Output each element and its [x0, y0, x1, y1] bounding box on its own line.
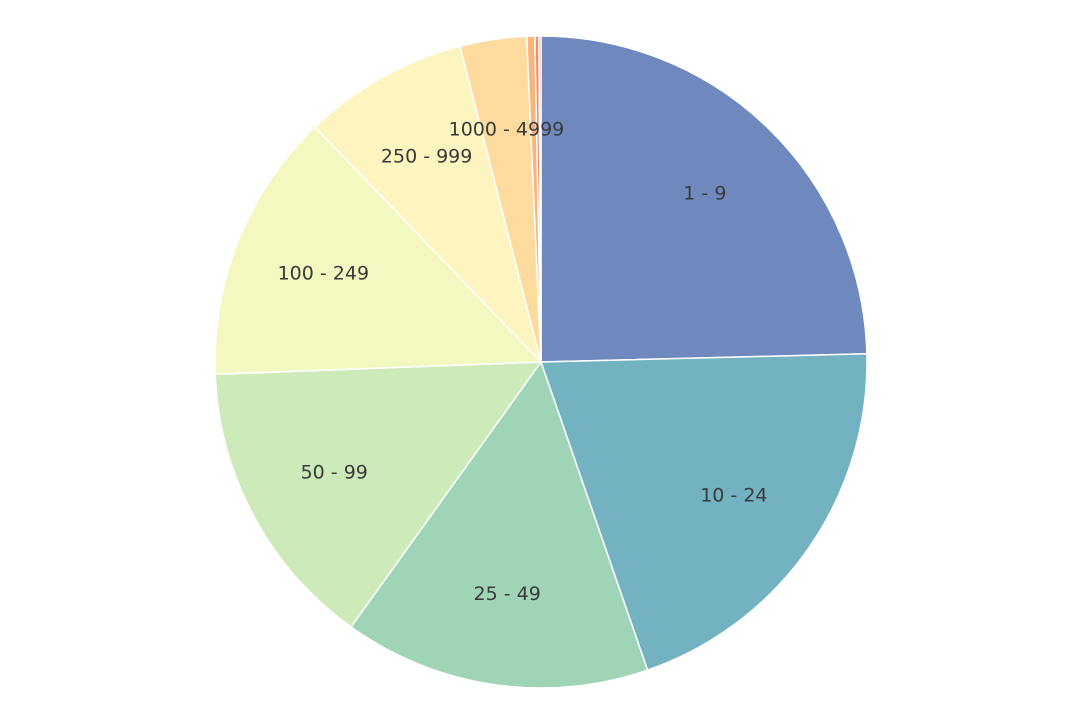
slice-label: 10 - 24: [700, 484, 767, 506]
pie-slice: [540, 35, 868, 363]
pie-labels: 1 - 9 10 - 24 25 - 49 50 - 99 100 - 249 250 -…: [278, 118, 768, 604]
slice-label: 50 - 99: [301, 462, 368, 484]
pie-slice: [214, 361, 543, 628]
pie-slice: [538, 35, 542, 363]
pie-slices: [214, 35, 868, 689]
pie-slice: [214, 126, 543, 376]
pie-slice: [313, 45, 543, 365]
slice-label: 1000 - 4999: [449, 118, 565, 140]
slice-label: 250 - 999: [381, 146, 472, 168]
slice-label: 25 - 49: [474, 583, 541, 605]
pie-slice: [539, 353, 868, 672]
pie-slice: [349, 360, 649, 689]
slice-label: 1 - 9: [683, 182, 726, 204]
slice-label: 100 - 249: [278, 263, 369, 285]
